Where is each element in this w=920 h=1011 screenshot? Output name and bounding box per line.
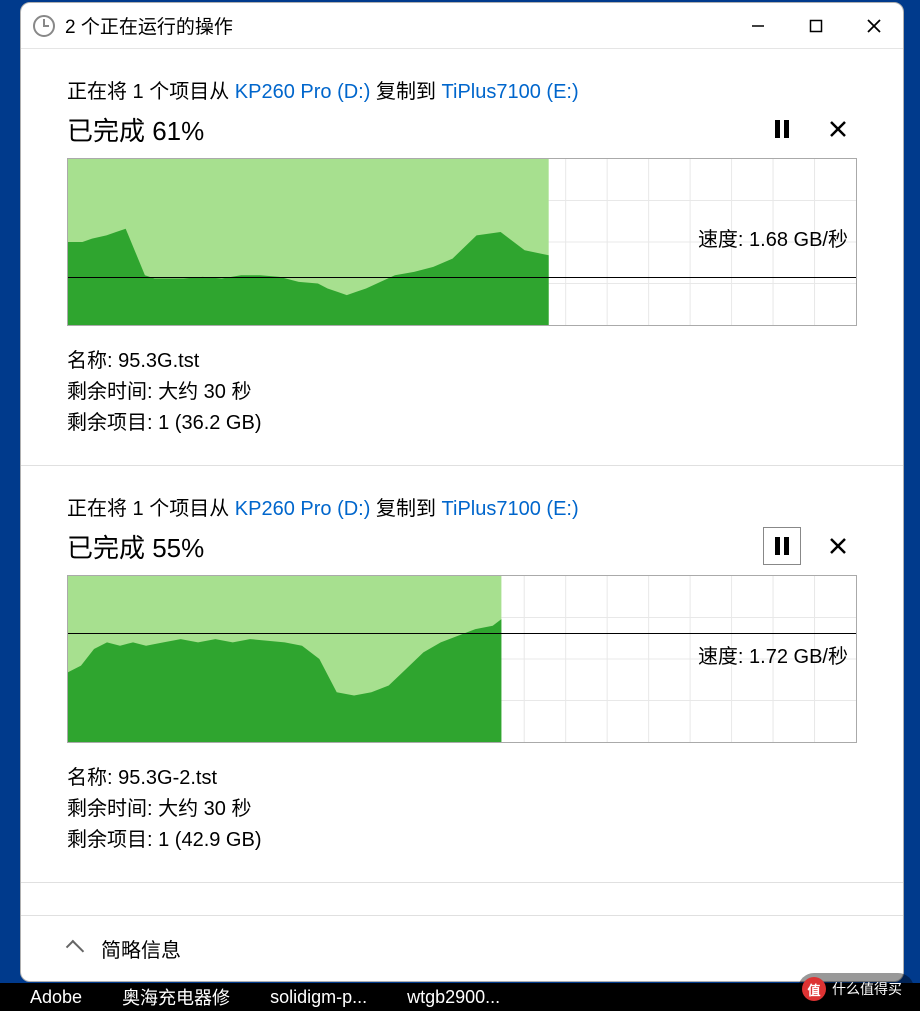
window-controls [729,3,903,48]
source-drive-link[interactable]: KP260 Pro (D:) [235,81,371,103]
operation-description: 正在将 1 个项目从 KP260 Pro (D:) 复制到 TiPlus7100… [67,75,857,104]
taskbar-item[interactable]: 奥海充电器修 [122,984,230,1010]
items-remaining-row: 剩余项目: 1 (42.9 GB) [67,823,857,852]
watermark-text: 什么值得买 [832,979,902,999]
copy-operation: 正在将 1 个项目从 KP260 Pro (D:) 复制到 TiPlus7100… [21,466,903,883]
operation-details: 名称: 95.3G-2.tst 剩余时间: 大约 30 秒 剩余项目: 1 (4… [67,761,857,852]
operation-description: 正在将 1 个项目从 KP260 Pro (D:) 复制到 TiPlus7100… [67,492,857,521]
clock-icon [33,15,55,37]
file-name-row: 名称: 95.3G.tst [67,344,857,373]
watermark-logo-icon: 值 [802,977,826,1001]
time-remaining-row: 剩余时间: 大约 30 秒 [67,792,857,821]
speed-label: 速度: 1.68 GB/秒 [698,223,848,252]
maximize-button[interactable] [787,3,845,48]
items-remaining-row: 剩余项目: 1 (36.2 GB) [67,406,857,435]
window-title: 2 个正在运行的操作 [65,12,729,39]
chart-baseline [68,277,856,278]
pause-button[interactable] [763,527,801,565]
time-remaining-row: 剩余时间: 大约 30 秒 [67,375,857,404]
taskbar-item[interactable]: Adobe [30,987,82,1008]
chevron-up-icon [66,939,84,957]
copy-progress-window: 2 个正在运行的操作 正在将 1 个项目从 KP260 Pro (D:) 复制到… [20,2,904,982]
titlebar: 2 个正在运行的操作 [21,3,903,49]
taskbar-item[interactable]: solidigm-p... [270,987,367,1008]
speed-label: 速度: 1.72 GB/秒 [698,640,848,669]
copy-operation: 正在将 1 个项目从 KP260 Pro (D:) 复制到 TiPlus7100… [21,49,903,466]
completion-status: 已完成 61% [67,111,763,148]
source-drive-link[interactable]: KP260 Pro (D:) [235,498,371,520]
desc-mid: 复制到 [370,81,441,103]
status-row: 已完成 55% [67,527,857,565]
dest-drive-link[interactable]: TiPlus7100 (E:) [442,498,579,520]
chart-baseline [68,633,856,634]
watermark: 值 什么值得买 [798,973,914,1005]
speed-chart: 速度: 1.72 GB/秒 [67,575,857,743]
file-name-row: 名称: 95.3G-2.tst [67,761,857,790]
pause-button[interactable] [763,110,801,148]
operations-list: 正在将 1 个项目从 KP260 Pro (D:) 复制到 TiPlus7100… [21,49,903,915]
dest-drive-link[interactable]: TiPlus7100 (E:) [442,81,579,103]
minimize-button[interactable] [729,3,787,48]
speed-chart: 速度: 1.68 GB/秒 [67,158,857,326]
status-row: 已完成 61% [67,110,857,148]
operation-details: 名称: 95.3G.tst 剩余时间: 大约 30 秒 剩余项目: 1 (36.… [67,344,857,435]
desktop-taskbar: Adobe 奥海充电器修 solidigm-p... wtgb2900... [0,983,920,1011]
desc-prefix: 正在将 1 个项目从 [67,81,235,103]
details-toggle[interactable]: 简略信息 [21,915,903,981]
desc-mid: 复制到 [370,498,441,520]
details-toggle-label: 简略信息 [101,934,181,963]
completion-status: 已完成 55% [67,528,763,565]
taskbar-item[interactable]: wtgb2900... [407,987,500,1008]
cancel-button[interactable] [819,527,857,565]
desc-prefix: 正在将 1 个项目从 [67,498,235,520]
cancel-button[interactable] [819,110,857,148]
close-button[interactable] [845,3,903,48]
